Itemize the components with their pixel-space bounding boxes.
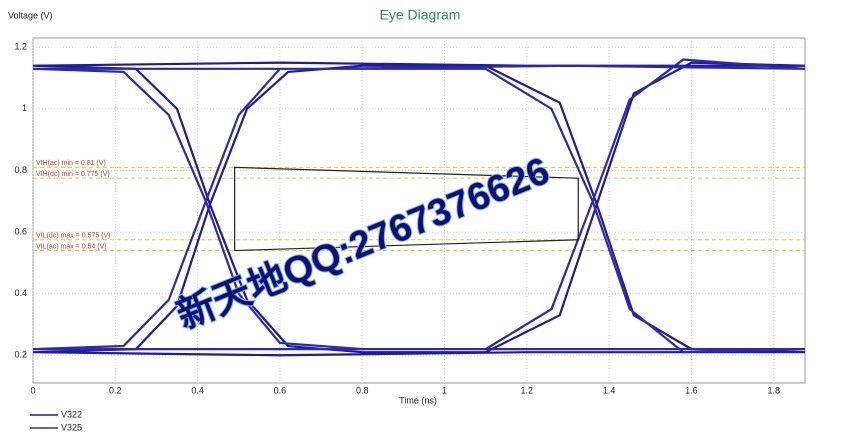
x-tick-label: 0 [30,385,35,395]
x-tick-label: 1.2 [521,385,534,395]
x-tick-label: 0.2 [109,385,122,395]
series-line [32,61,806,357]
y-tick-label: 0.8 [14,165,27,175]
series-line [32,58,806,354]
eye-mask [234,166,579,252]
x-axis-label: Time (ns) [399,395,437,405]
threshold-label: VIL(dc) max = 0.575 (V) [36,233,111,240]
x-tick-label: 0.4 [191,385,204,395]
threshold-label: VIL(ac) max = 0.54 (V) [36,243,107,250]
threshold-label: VIH(dc) min = 0.775 (V) [36,171,110,178]
x-tick-label: 1 [442,385,447,395]
x-tick-label: 1.6 [685,385,698,395]
y-tick-label: 0.2 [14,350,27,360]
y-tick-label: 1.2 [14,42,27,52]
x-tick-label: 0.6 [274,385,287,395]
y-tick-label: 0.6 [14,226,27,236]
plot-frame [32,37,806,384]
x-tick-label: 1.8 [767,385,780,395]
y-tick-label: 1 [22,103,27,113]
y-axis-label: Voltage (V) [8,10,53,20]
x-tick-label: 1.4 [603,385,616,395]
threshold-label: VIH(ac) min = 0.81 (V) [36,160,106,167]
y-tick-label: 0.4 [14,288,27,298]
x-tick-label: 0.8 [356,385,369,395]
legend-label: V322 [61,409,82,419]
chart-title: Eye Diagram [380,7,461,23]
legend-label: V325 [61,422,82,432]
